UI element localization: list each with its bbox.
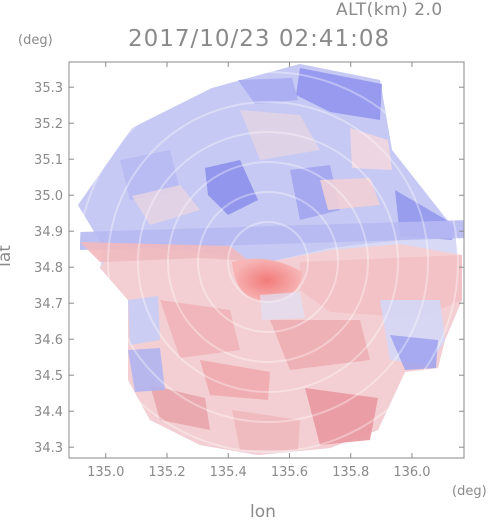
y-axis: 34.3 34.4 34.5 34.6 34.7 34.8 34.9 35.0 35.1 35.2…: [34, 81, 464, 456]
y-tick-label: 35.0: [34, 189, 63, 204]
y-axis-unit: (deg): [18, 33, 53, 48]
x-tick-label: 135.2: [148, 465, 185, 480]
x-tick-label: 135.0: [87, 465, 124, 480]
x-axis: 135.0 135.2 135.4 135.6 135.8 136.0: [87, 62, 431, 480]
y-tick-label: 34.3: [34, 441, 63, 456]
y-tick-label: 34.5: [34, 369, 63, 384]
timestamp-label: 2017/10/23 02:41:08: [128, 26, 391, 52]
y-tick-label: 35.3: [34, 81, 63, 96]
y-tick-label: 34.4: [34, 405, 63, 420]
x-axis-title: lon: [250, 502, 276, 522]
plot-frame: [68, 61, 465, 459]
y-tick-label: 34.8: [34, 261, 63, 276]
altitude-label: ALT(km) 2.0: [336, 0, 443, 20]
doppler-field: [77, 64, 464, 455]
x-axis-unit: (deg): [452, 484, 487, 499]
y-tick-label: 34.9: [34, 225, 63, 240]
x-tick-label: 135.6: [271, 465, 308, 480]
x-tick-label: 136.0: [393, 465, 430, 480]
y-tick-label: 34.7: [34, 297, 63, 312]
y-tick-label: 34.6: [34, 333, 63, 348]
x-tick-label: 135.8: [332, 465, 369, 480]
y-tick-label: 35.1: [34, 153, 63, 168]
x-tick-label: 135.4: [210, 465, 247, 480]
y-tick-label: 35.2: [34, 117, 63, 132]
